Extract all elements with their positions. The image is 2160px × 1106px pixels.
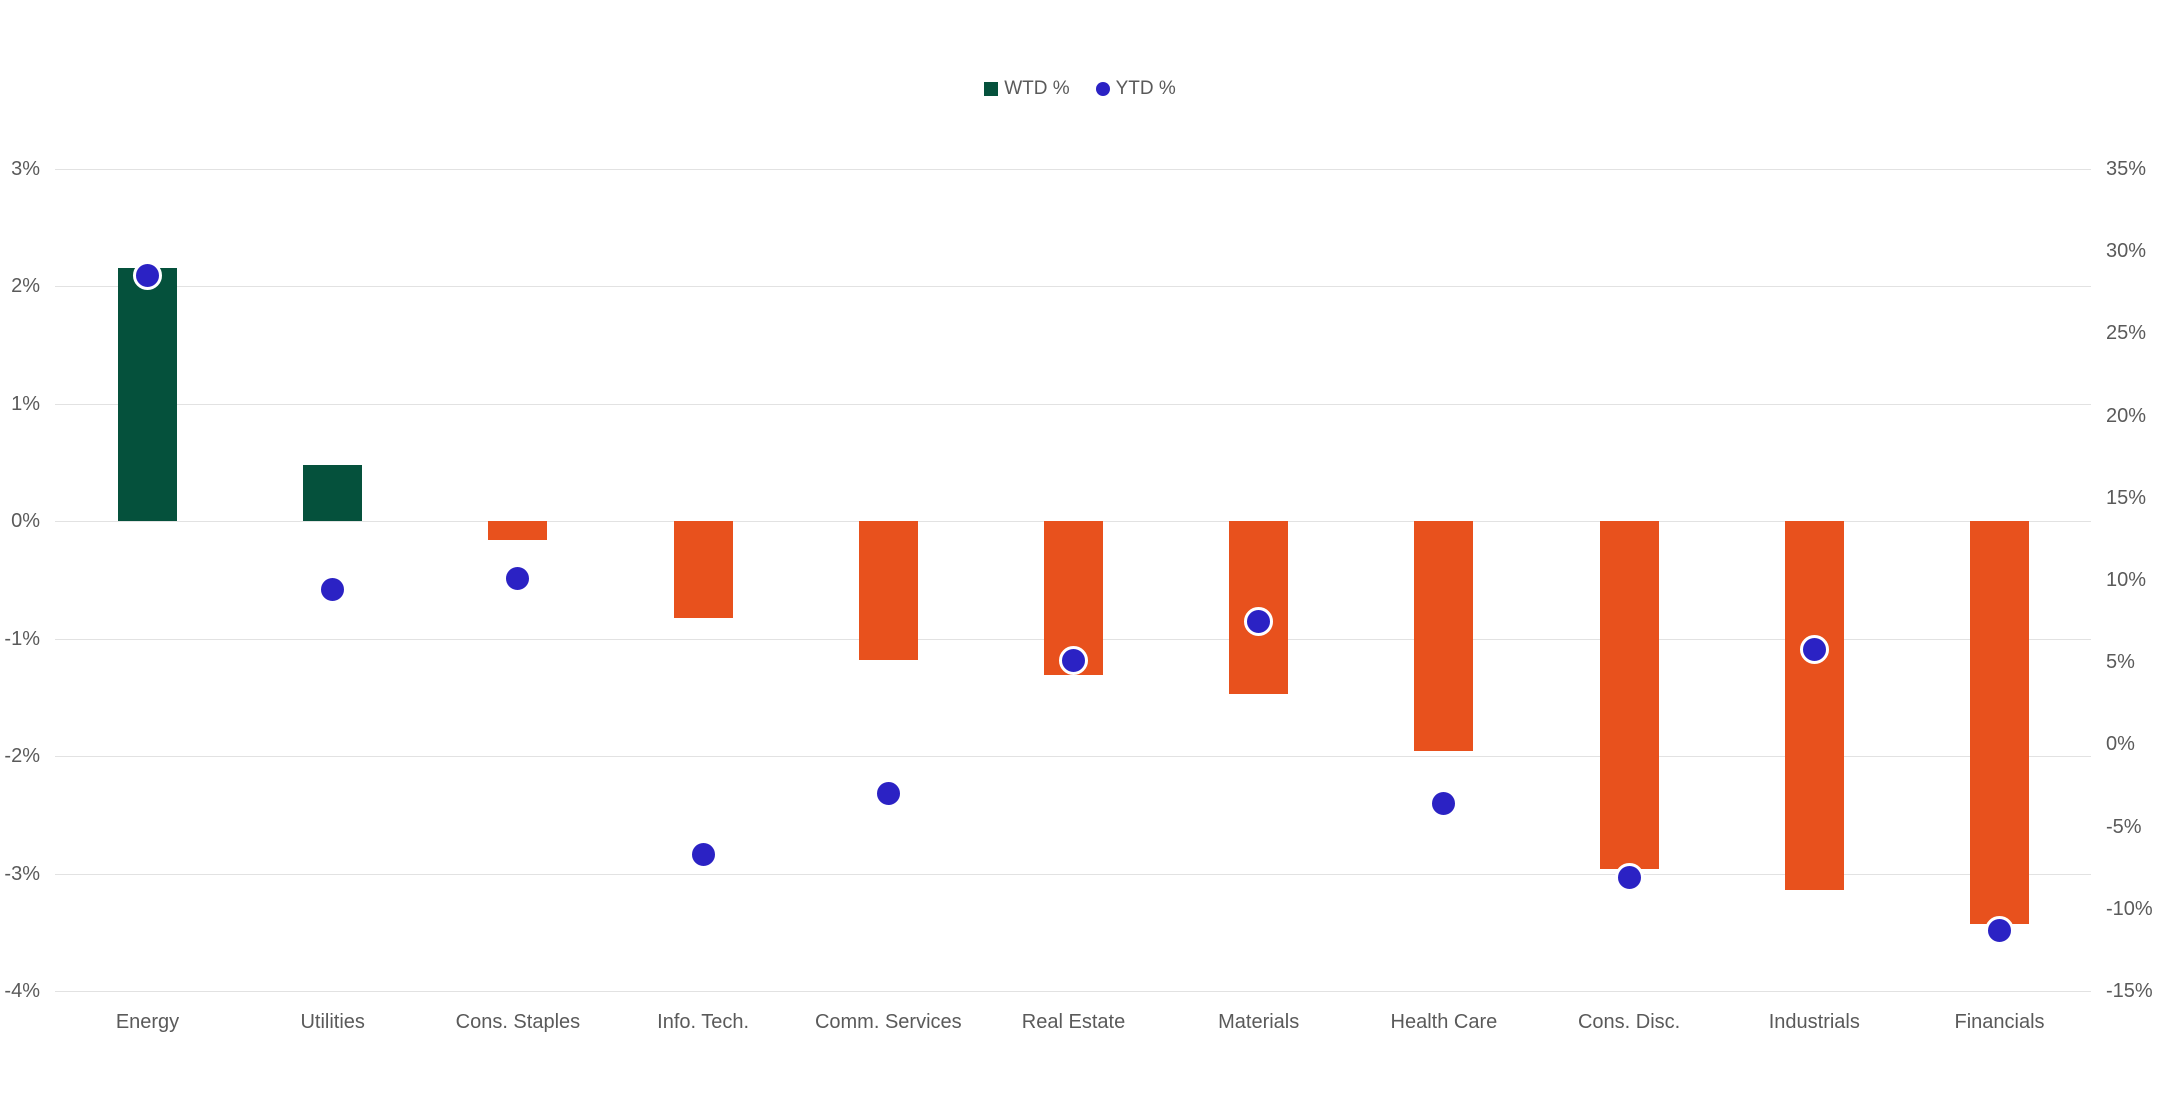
gridline bbox=[55, 991, 2091, 992]
ytd-dot-materials[interactable] bbox=[1244, 606, 1274, 636]
ytd-legend-swatch-icon bbox=[1095, 82, 1110, 96]
category-label-industrials: Industrials bbox=[1768, 1011, 1860, 1033]
right-axis-tick-label: 5% bbox=[2106, 651, 2135, 674]
wtd-legend-swatch-icon bbox=[984, 82, 999, 96]
wtd-bar-financials[interactable] bbox=[1970, 521, 2029, 925]
category-label-materials: Materials bbox=[1218, 1011, 1300, 1033]
legend-item-ytd[interactable]: YTD % bbox=[1095, 78, 1176, 100]
right-axis-tick-label: -15% bbox=[2106, 980, 2153, 1002]
left-axis-tick-label: 2% bbox=[11, 275, 40, 298]
ytd-dot-cons-disc[interactable] bbox=[1614, 863, 1644, 893]
left-axis-tick-label: -3% bbox=[4, 862, 40, 885]
left-axis-tick-label: -1% bbox=[4, 627, 40, 650]
ytd-dot-comm-services[interactable] bbox=[873, 779, 903, 809]
category-label-cons-disc: Cons. Disc. bbox=[1577, 1011, 1681, 1033]
right-axis-tick-label: 25% bbox=[2106, 322, 2147, 345]
category-label-comm-services: Comm. Services bbox=[814, 1011, 962, 1033]
ytd-dot-industrials[interactable] bbox=[1799, 634, 1829, 664]
category-label-financials: Financials bbox=[1954, 1011, 2045, 1033]
category-label-energy: Energy bbox=[115, 1011, 180, 1033]
ytd-dot-cons-staples[interactable] bbox=[503, 563, 533, 593]
left-axis-tick-label: 0% bbox=[11, 510, 40, 533]
right-axis-tick-label: 20% bbox=[2106, 404, 2147, 427]
ytd-dot-utilities[interactable] bbox=[318, 575, 348, 605]
gridline bbox=[55, 169, 2091, 170]
right-axis-tick-label: -10% bbox=[2106, 897, 2153, 920]
category-label-health-care: Health Care bbox=[1390, 1011, 1498, 1033]
ytd-dot-real-estate[interactable] bbox=[1059, 646, 1088, 676]
wtd-bar-info-tech[interactable] bbox=[673, 521, 733, 618]
legend-item-wtd[interactable]: WTD % bbox=[984, 78, 1070, 100]
category-label-utilities: Utilities bbox=[300, 1011, 365, 1033]
wtd-bar-comm-services[interactable] bbox=[858, 521, 918, 660]
wtd-bar-industrials[interactable] bbox=[1784, 521, 1844, 890]
right-axis-tick-label: 10% bbox=[2106, 569, 2147, 591]
right-axis-tick-label: -5% bbox=[2106, 815, 2142, 838]
ytd-dot-financials[interactable] bbox=[1985, 915, 2014, 945]
wtd-bar-cons-staples[interactable] bbox=[488, 521, 548, 541]
ytd-dot-energy[interactable] bbox=[133, 261, 162, 291]
chart-legend: WTD % YTD % bbox=[0, 78, 2160, 100]
wtd-bar-energy[interactable] bbox=[118, 267, 177, 522]
left-axis-tick-label: -4% bbox=[4, 980, 40, 1002]
left-axis-tick-label: 1% bbox=[11, 392, 40, 415]
right-axis-tick-label: 15% bbox=[2106, 486, 2147, 509]
ytd-dot-info-tech[interactable] bbox=[688, 840, 718, 870]
gridline bbox=[55, 403, 2091, 405]
gridline bbox=[55, 756, 2091, 758]
gridline bbox=[55, 873, 2091, 875]
gridline bbox=[55, 286, 2091, 288]
right-axis-tick-label: 35% bbox=[2106, 158, 2147, 180]
ytd-legend-label: YTD % bbox=[1115, 78, 1176, 99]
right-axis-tick-label: 30% bbox=[2106, 240, 2147, 263]
right-axis-tick-label: 0% bbox=[2106, 733, 2135, 756]
wtd-bar-utilities[interactable] bbox=[303, 464, 363, 522]
wtd-bar-health-care[interactable] bbox=[1414, 521, 1474, 752]
ytd-dot-health-care[interactable] bbox=[1429, 789, 1459, 819]
category-label-real-estate: Real Estate bbox=[1021, 1011, 1126, 1033]
wtd-bar-cons-disc[interactable] bbox=[1599, 521, 1659, 869]
left-axis-tick-label: 3% bbox=[11, 158, 40, 180]
left-axis-tick-label: -2% bbox=[4, 745, 40, 768]
category-label-info-tech: Info. Tech. bbox=[657, 1011, 750, 1033]
category-label-cons-staples: Cons. Staples bbox=[455, 1011, 581, 1033]
wtd-legend-label: WTD % bbox=[1004, 78, 1070, 99]
